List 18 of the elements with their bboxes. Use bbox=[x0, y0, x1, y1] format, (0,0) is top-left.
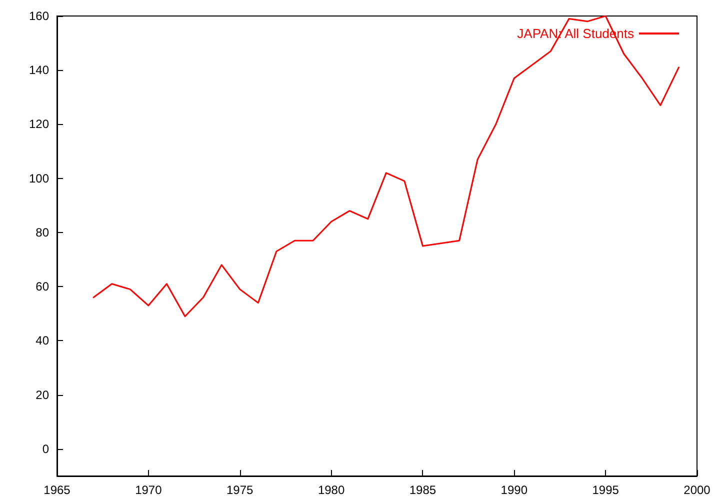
line-series bbox=[92, 15, 680, 318]
x-tick-label: 1990 bbox=[500, 483, 528, 497]
x-tick-label: 1985 bbox=[409, 483, 436, 497]
y-tick-label: 80 bbox=[36, 225, 50, 240]
y-tick-label: 120 bbox=[28, 117, 50, 132]
x-tick-label: 1980 bbox=[318, 483, 345, 497]
y-tick-label: 140 bbox=[28, 63, 50, 78]
x-tick-label: 1965 bbox=[44, 483, 71, 497]
x-tick-label: 1975 bbox=[226, 483, 254, 497]
y-tick-label: 160 bbox=[28, 9, 50, 23]
y-tick-label: 60 bbox=[36, 280, 50, 294]
y-tick-label: 40 bbox=[36, 334, 50, 348]
x-tick-label: 1970 bbox=[135, 483, 162, 497]
x-tick-label: 1995 bbox=[592, 483, 620, 497]
y-tick-label: 100 bbox=[28, 171, 50, 186]
y-tick-label: 20 bbox=[36, 388, 50, 402]
y-tick-label: 0 bbox=[42, 442, 50, 456]
x-tick-label: 2000 bbox=[684, 483, 711, 497]
